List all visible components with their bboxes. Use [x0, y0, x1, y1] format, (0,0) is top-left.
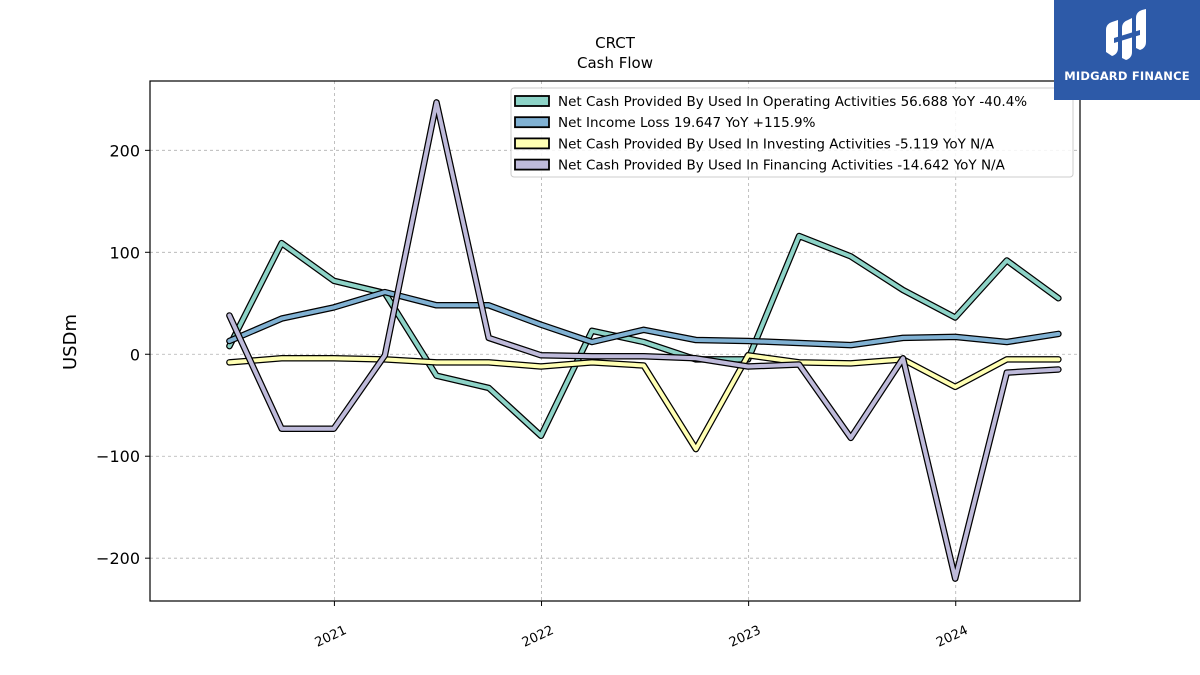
x-axis: 2021 2022 2023 2024 — [313, 601, 970, 651]
x-tick-label: 2021 — [313, 623, 349, 651]
x-tick-label: 2024 — [934, 623, 970, 651]
series-line-1 — [227, 290, 1061, 348]
y-tick-label: 200 — [109, 141, 140, 160]
legend-swatch — [514, 137, 550, 150]
chart-title: CRCT — [595, 34, 636, 52]
series-lines — [226, 99, 1062, 582]
legend-box — [510, 87, 1074, 178]
y-axis-label: USDm — [60, 314, 81, 370]
series-line-0 — [227, 234, 1061, 438]
x-tick-label: 2022 — [520, 623, 556, 651]
y-tick-label: 100 — [109, 243, 140, 262]
y-tick-label: 0 — [130, 345, 140, 364]
midgard-finance-logo: MIDGARD FINANCE — [1054, 0, 1200, 100]
legend-label: Net Cash Provided By Used In Investing A… — [558, 136, 995, 152]
legend: Net Cash Provided By Used In Operating A… — [510, 87, 1074, 178]
logo-brand-text: MIDGARD FINANCE — [1064, 69, 1190, 83]
legend-label: Net Income Loss 19.647 YoY +115.9% — [558, 115, 816, 131]
y-tick-label: −100 — [96, 447, 140, 466]
legend-swatch — [514, 95, 550, 107]
midgard-logo-icon — [1106, 9, 1146, 60]
y-tick-label: −200 — [96, 549, 140, 568]
series-line-3 — [227, 100, 1061, 581]
x-tick-label: 2023 — [727, 623, 763, 651]
plot-frame — [149, 80, 1081, 602]
legend-swatch — [514, 116, 550, 129]
chart-subtitle: Cash Flow — [577, 54, 653, 72]
legend-label: Net Cash Provided By Used In Operating A… — [558, 94, 1027, 110]
legend-swatch — [514, 158, 550, 171]
series-line-2 — [227, 353, 1061, 452]
legend-label: Net Cash Provided By Used In Financing A… — [558, 158, 1006, 174]
y-axis: −200 −100 0 100 200 — [96, 141, 150, 568]
